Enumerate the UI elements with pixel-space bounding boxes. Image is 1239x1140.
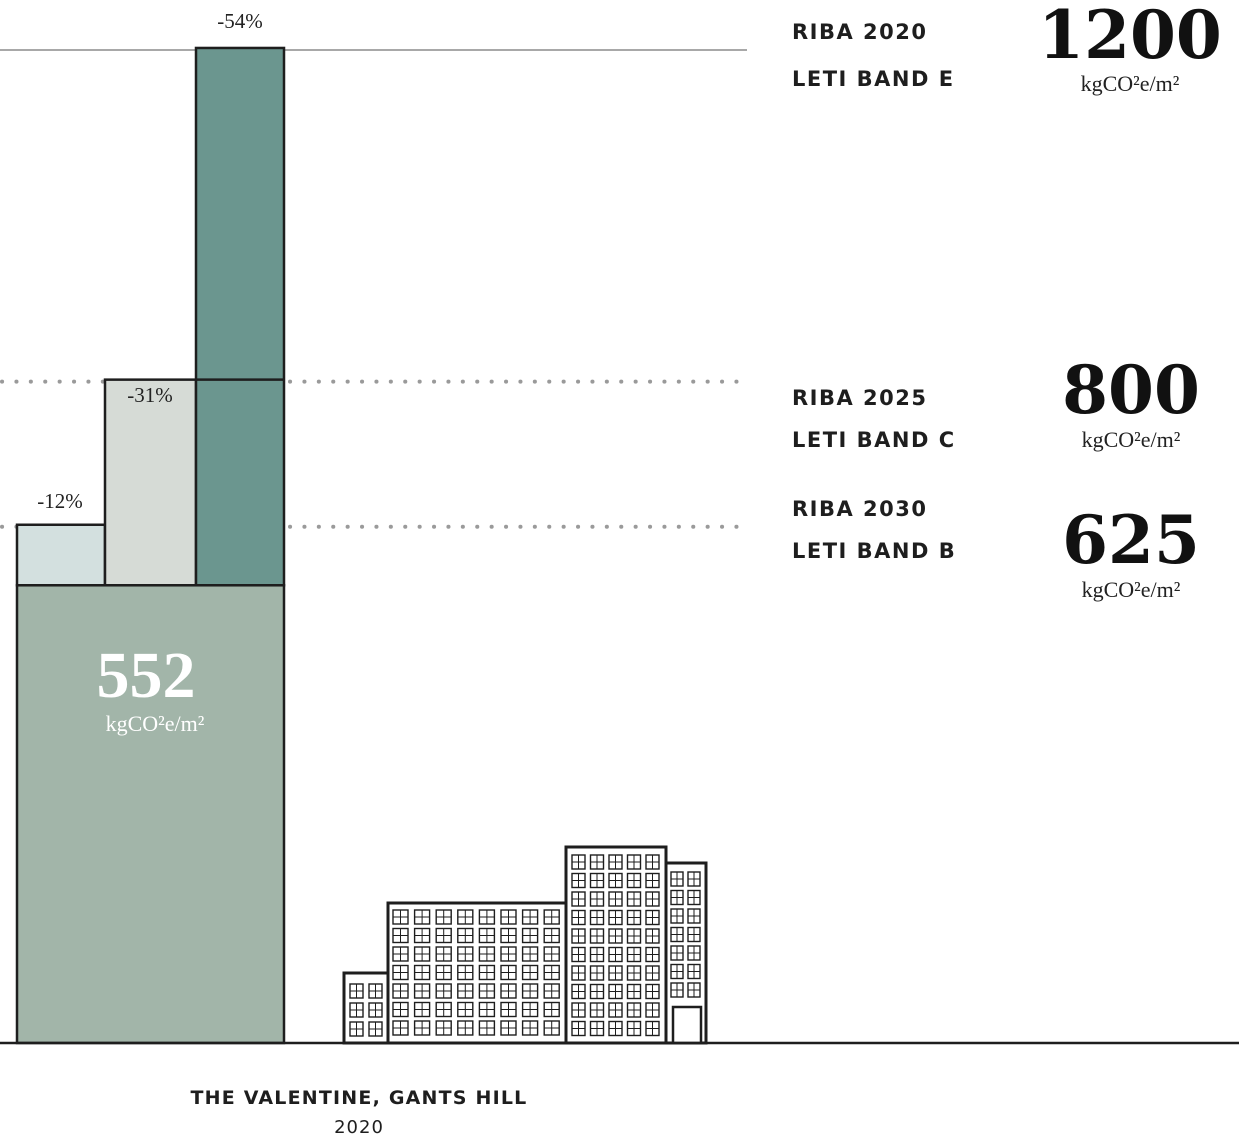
bar-project [15, 584, 286, 1045]
benchmark-unit-c: kgCO²e/m² [1082, 427, 1181, 452]
benchmark-leti-b: LETI BAND B [792, 539, 956, 563]
reduction-label-c: -31% [127, 383, 173, 407]
project-value-label: 552 [97, 639, 196, 712]
benchmark-value-e: 1200 [1038, 0, 1222, 74]
bar-segment-e [194, 46, 286, 587]
project-unit-label: kgCO²e/m² [106, 711, 205, 736]
benchmark-value-c: 800 [1062, 351, 1200, 429]
project-name: THE VALENTINE, GANTS HILL [191, 1087, 528, 1109]
bar-segment-c [103, 378, 198, 587]
project-year: 2020 [334, 1117, 384, 1138]
benchmark-unit-e: kgCO²e/m² [1081, 71, 1180, 96]
reference-lines [0, 48, 749, 529]
bar-segment-b [15, 523, 107, 587]
benchmark-riba-c: RIBA 2025 [792, 386, 928, 410]
benchmark-leti-e: LETI BAND E [792, 67, 955, 91]
bars [15, 46, 286, 1045]
reduction-label-e: -54% [217, 9, 263, 33]
benchmark-riba-e: RIBA 2020 [792, 20, 928, 44]
building-icon [342, 845, 708, 1045]
benchmark-riba-b: RIBA 2030 [792, 497, 928, 521]
benchmark-unit-b: kgCO²e/m² [1082, 577, 1181, 602]
building-door [671, 1005, 703, 1045]
reduction-label-b: -12% [37, 489, 83, 513]
benchmark-value-b: 625 [1062, 501, 1200, 579]
benchmark-leti-c: LETI BAND C [792, 428, 956, 452]
